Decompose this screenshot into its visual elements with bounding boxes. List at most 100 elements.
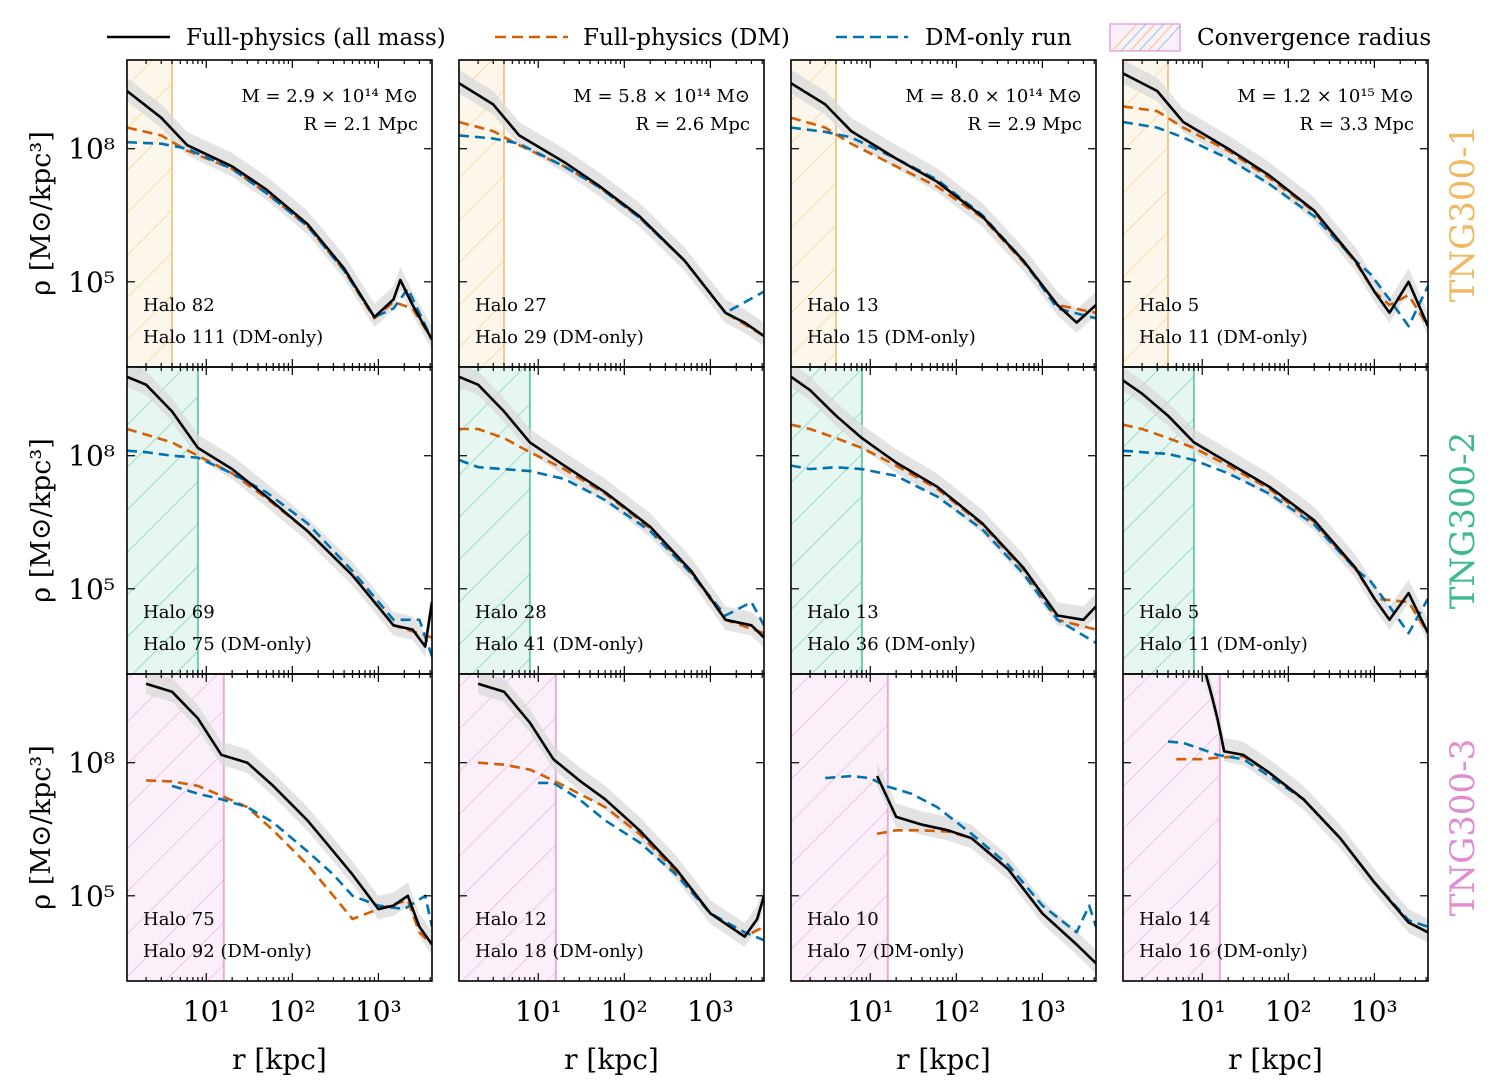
series-fullphysics-allmass <box>1123 72 1428 327</box>
halo-label: Halo 10 <box>807 909 879 930</box>
legend-label-dmo: DM-only run <box>925 25 1072 51</box>
scatter-band <box>877 762 1096 974</box>
radius-label: R = 2.1 Mpc <box>304 114 418 135</box>
panel-plot-r0c0 <box>127 60 432 367</box>
scatter-band <box>791 69 1096 333</box>
panel-plot-r0c3 <box>1123 60 1428 367</box>
x-tick-label: 10¹ <box>1179 995 1226 1028</box>
halo-label: Halo 82 <box>143 295 215 316</box>
y-tick-label: 10⁵ <box>68 573 115 606</box>
row-labels: TNG300-1 TNG300-2 TNG300-3 <box>1443 125 1483 917</box>
series-dm-only <box>538 781 764 942</box>
legend: Full-physics (all mass) Full-physics (DM… <box>107 23 1431 52</box>
legend-label-fpdm: Full-physics (DM) <box>583 25 790 51</box>
series-fullphysics-allmass <box>477 682 764 938</box>
panel-plot-r2c1 <box>459 674 764 981</box>
halo-label: Halo 14 <box>1139 909 1211 930</box>
series-fullphysics-allmass <box>127 375 432 648</box>
x-tick-label: 10² <box>1265 995 1312 1028</box>
series-fullphysics-dm <box>477 761 764 938</box>
panel-grid: M = 2.9 × 10¹⁴ M⊙ R = 2.1 Mpc Halo 82 Halo … <box>26 59 1429 1076</box>
x-tick-label: 10¹ <box>515 995 562 1028</box>
mass-label: M = 5.8 × 10¹⁴ M⊙ <box>573 86 750 107</box>
convergence-hatch <box>459 674 556 981</box>
panel-plot-r1c0 <box>127 367 432 674</box>
convergence-hatch <box>127 674 224 981</box>
series-fullphysics-allmass <box>127 89 432 341</box>
series-dm-only <box>1123 120 1428 328</box>
mass-label: M = 1.2 × 10¹⁵ M⊙ <box>1237 86 1414 107</box>
halo-label: Halo 5 <box>1139 602 1199 623</box>
series-dm-only <box>171 784 432 928</box>
scatter-band <box>459 367 764 648</box>
x-axis-label: r [kpc] <box>564 1043 659 1076</box>
x-tick-label: 10³ <box>1019 995 1066 1028</box>
series-fullphysics-dm <box>1123 105 1428 327</box>
panel-plot-r2c3 <box>1123 674 1428 981</box>
x-tick-label: 10² <box>933 995 980 1028</box>
legend-label-convergence: Convergence radius <box>1197 25 1431 51</box>
y-tick-label: 10⁸ <box>68 747 115 780</box>
halo-label: Halo 13 <box>807 295 879 316</box>
series-dm-only <box>127 140 432 341</box>
convergence-hatch <box>1123 60 1168 367</box>
row-label: TNG300-2 <box>1443 432 1483 610</box>
halo-dmonly-label: Halo 92 (DM-only) <box>143 941 312 962</box>
convergence-hatch <box>791 674 888 981</box>
series-fullphysics-allmass <box>459 82 764 338</box>
series-dm-only <box>459 458 764 626</box>
series-fullphysics-dm <box>146 779 432 946</box>
series-dm-only <box>127 449 432 657</box>
panel-plot-r2c0 <box>127 674 432 981</box>
halo-dmonly-label: Halo 11 (DM-only) <box>1139 327 1308 348</box>
y-axis-label: ρ [M⊙/kpc³] <box>26 438 57 602</box>
legend-label-fp: Full-physics (all mass) <box>186 25 446 51</box>
y-tick-label: 10⁵ <box>68 880 115 913</box>
panel-plot-r0c1 <box>459 60 764 367</box>
halo-label: Halo 12 <box>475 909 547 930</box>
halo-dmonly-label: Halo 111 (DM-only) <box>143 327 323 348</box>
series-fullphysics-allmass <box>1204 674 1428 934</box>
halo-dmonly-label: Halo 41 (DM-only) <box>475 634 644 655</box>
series-fullphysics-allmass <box>791 375 1096 622</box>
series-fullphysics-allmass <box>1123 379 1428 634</box>
series-fullphysics-allmass <box>459 375 764 639</box>
halo-dmonly-label: Halo 29 (DM-only) <box>475 327 644 348</box>
legend-swatch-convergence <box>1109 23 1181 52</box>
series-fullphysics-dm <box>791 423 1096 631</box>
series-fullphysics-allmass <box>875 775 1096 965</box>
halo-dmonly-label: Halo 18 (DM-only) <box>475 941 644 962</box>
x-tick-label: 10² <box>269 995 316 1028</box>
scatter-band <box>1123 60 1428 337</box>
x-tick-label: 10¹ <box>183 995 230 1028</box>
y-tick-label: 10⁸ <box>68 440 115 473</box>
x-tick-label: 10³ <box>355 995 402 1028</box>
series-fullphysics-allmass <box>145 682 432 946</box>
halo-dmonly-label: Halo 11 (DM-only) <box>1139 634 1308 655</box>
y-tick-label: 10⁸ <box>68 133 115 166</box>
scatter-band <box>478 674 764 947</box>
halo-label: Halo 27 <box>475 295 547 316</box>
convergence-hatch <box>459 367 530 674</box>
scatter-band <box>459 69 764 347</box>
halo-label: Halo 28 <box>475 602 547 623</box>
x-tick-label: 10² <box>601 995 648 1028</box>
halo-dmonly-label: Halo 75 (DM-only) <box>143 634 312 655</box>
scatter-band <box>1123 367 1428 644</box>
radius-label: R = 3.3 Mpc <box>1300 114 1414 135</box>
y-axis-label: ρ [M⊙/kpc³] <box>26 131 57 295</box>
mass-label: M = 8.0 × 10¹⁴ M⊙ <box>905 86 1082 107</box>
convergence-hatch <box>127 367 198 674</box>
x-tick-label: 10³ <box>687 995 734 1028</box>
mass-label: M = 2.9 × 10¹⁴ M⊙ <box>241 86 418 107</box>
row-label: TNG300-1 <box>1443 125 1483 303</box>
scatter-band <box>127 77 432 350</box>
series-dm-only <box>1123 449 1428 635</box>
x-axis-label: r [kpc] <box>896 1043 991 1076</box>
radius-label: R = 2.9 Mpc <box>968 114 1082 135</box>
scatter-band <box>1196 674 1428 943</box>
panel-plot-r1c3 <box>1123 367 1428 674</box>
halo-label: Halo 13 <box>807 602 879 623</box>
halo-dmonly-label: Halo 16 (DM-only) <box>1139 941 1308 962</box>
